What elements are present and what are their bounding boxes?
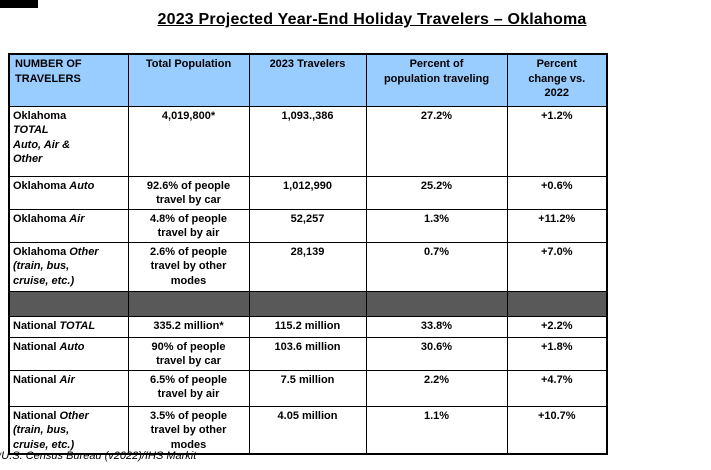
row-label: National TOTAL	[8, 315, 129, 338]
percent-change-cell: +10.7%	[506, 405, 608, 455]
source-footnote: *U.S. Census Bureau (v2022)/IHS Markit	[0, 450, 197, 462]
population-cell: 4.8% of people travel by air	[127, 208, 250, 243]
separator-cell	[506, 290, 608, 317]
row-label: National Air	[8, 369, 129, 407]
percent-change-cell: +4.7%	[506, 369, 608, 407]
travelers-cell: 103.6 million	[248, 336, 367, 371]
row-oklahoma-other: Oklahoma Other (train, bus, cruise, etc.…	[8, 241, 608, 292]
population-cell: 2.6% of people travel by other modes	[127, 241, 250, 292]
separator-cell	[8, 290, 129, 317]
percent-traveling-cell: 0.7%	[365, 241, 508, 292]
travelers-cell: 4.05 million	[248, 405, 367, 455]
row-oklahoma-auto: Oklahoma Auto 92.6% of people travel by …	[8, 175, 608, 210]
row-oklahoma-total: Oklahoma TOTAL Auto, Air & Other 4,019,8…	[8, 105, 608, 177]
population-cell: 92.6% of people travel by car	[127, 175, 250, 210]
separator-cell	[127, 290, 250, 317]
percent-change-cell: +1.2%	[506, 105, 608, 177]
page-title: 2023 Projected Year-End Holiday Traveler…	[157, 11, 587, 28]
row-national-air: National Air 6.5% of people travel by ai…	[8, 369, 608, 407]
row-national-auto: National Auto 90% of people travel by ca…	[8, 336, 608, 371]
row-label: Oklahoma Auto	[8, 175, 129, 210]
row-national-total: National TOTAL 335.2 million* 115.2 mill…	[8, 315, 608, 338]
header-percent-of-population: Percent of population traveling	[365, 53, 508, 107]
percent-change-cell: +2.2%	[506, 315, 608, 338]
travelers-cell: 7.5 million	[248, 369, 367, 407]
header-2023-travelers: 2023 Travelers	[248, 53, 367, 107]
separator-cell	[248, 290, 367, 317]
travelers-cell: 1,012,990	[248, 175, 367, 210]
population-cell: 6.5% of people travel by air	[127, 369, 250, 407]
travelers-cell: 1,093.,386	[248, 105, 367, 177]
percent-traveling-cell: 1.3%	[365, 208, 508, 243]
row-label: Oklahoma Air	[8, 208, 129, 243]
separator-cell	[365, 290, 508, 317]
percent-traveling-cell: 33.8%	[365, 315, 508, 338]
row-oklahoma-air: Oklahoma Air 4.8% of people travel by ai…	[8, 208, 608, 243]
percent-traveling-cell: 27.2%	[365, 105, 508, 177]
header-total-population: Total Population	[127, 53, 250, 107]
percent-traveling-cell: 30.6%	[365, 336, 508, 371]
percent-traveling-cell: 1.1%	[365, 405, 508, 455]
row-label: National Auto	[8, 336, 129, 371]
row-label: National Other (train, bus, cruise, etc.…	[8, 405, 129, 455]
population-cell: 3.5% of people travel by other modes	[127, 405, 250, 455]
separator-row	[8, 290, 608, 317]
row-label: Oklahoma TOTAL Auto, Air & Other	[8, 105, 129, 177]
header-percent-change: Percent change vs. 2022	[506, 53, 608, 107]
holiday-travelers-table: NUMBER OF TRAVELERS Total Population 202…	[8, 53, 608, 456]
percent-change-cell: +11.2%	[506, 208, 608, 243]
row-national-other: National Other (train, bus, cruise, etc.…	[8, 405, 608, 455]
percent-traveling-cell: 2.2%	[365, 369, 508, 407]
travelers-cell: 52,257	[248, 208, 367, 243]
population-cell: 90% of people travel by car	[127, 336, 250, 371]
table-header-row: NUMBER OF TRAVELERS Total Population 202…	[8, 53, 608, 107]
slide-corner-border	[0, 0, 38, 8]
travelers-cell: 28,139	[248, 241, 367, 292]
population-cell: 335.2 million*	[127, 315, 250, 338]
percent-change-cell: +1.8%	[506, 336, 608, 371]
percent-traveling-cell: 25.2%	[365, 175, 508, 210]
population-cell: 4,019,800*	[127, 105, 250, 177]
header-number-of-travelers: NUMBER OF TRAVELERS	[8, 53, 129, 107]
percent-change-cell: +7.0%	[506, 241, 608, 292]
row-label: Oklahoma Other (train, bus, cruise, etc.…	[8, 241, 129, 292]
travelers-cell: 115.2 million	[248, 315, 367, 338]
percent-change-cell: +0.6%	[506, 175, 608, 210]
